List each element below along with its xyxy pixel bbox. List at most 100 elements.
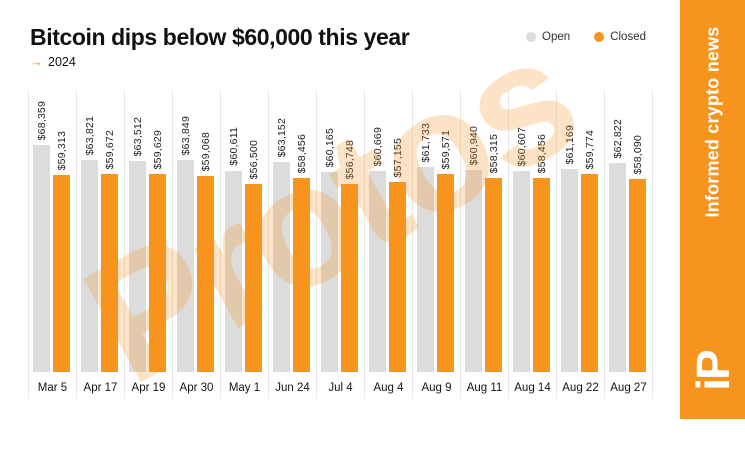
open-bar [609,163,626,372]
bar-group: $68,359 $59,313 Mar 5 [29,90,77,399]
closed-bar [389,182,406,372]
bar-group: $60,940 $58,315 Aug 11 [461,90,509,399]
x-axis-label: Aug 14 [514,382,551,394]
x-axis-label: Apr 17 [83,382,118,394]
open-bar [129,161,146,372]
bar-value-label: $58,456 [535,133,548,173]
bar-area: $60,165 $56,748 [317,90,364,372]
closed-bar [149,174,166,372]
bar-value-label: $60,669 [371,126,384,166]
bar-area: $60,611 $56,500 [221,90,268,372]
legend-label-open: Open [542,31,571,43]
bar-value-label: $60,940 [467,125,480,165]
bar-value-label: $58,456 [295,133,308,173]
x-axis-label: Aug 9 [421,382,452,394]
protos-logo: iP [686,351,739,391]
closed-bar [293,178,310,372]
bar-value-label: $59,313 [55,130,68,170]
open-bar [561,169,578,372]
closed-bar-value: $59,068 [197,132,214,171]
bar-group: $61,733 $59,571 Aug 9 [413,90,461,399]
bar-area: $63,849 $59,068 [173,90,220,372]
closed-bar [485,178,502,372]
bar-value-label: $56,748 [343,139,356,179]
open-bar-value: $68,359 [33,101,50,140]
closed-bar-value: $58,315 [485,134,502,173]
open-bar [33,145,50,372]
bar-group: $63,821 $59,672 Apr 17 [77,90,125,399]
bar-group: $60,165 $56,748 Jul 4 [317,90,365,399]
legend-label-closed: Closed [610,31,646,43]
bar-value-label: $61,733 [419,122,432,162]
brand-sidebar: Informed crypto news iP [680,0,745,419]
bar-value-label: $68,359 [35,100,48,140]
open-bar [417,167,434,372]
bar-area: $61,169 $59,774 [557,90,604,372]
bar-area: $60,607 $58,456 [509,90,556,372]
bar-chart: $68,359 $59,313 Mar 5 $63,821 $59,672 Apr 17 $… [28,90,653,399]
open-bar-value: $60,607 [513,127,530,166]
closed-bar-value: $59,313 [53,131,70,170]
bar-value-label: $58,090 [631,134,644,174]
x-axis-label: Jun 24 [275,382,310,394]
subtitle-year: 2024 [48,54,76,69]
open-bar [81,160,98,372]
bar-value-label: $59,571 [439,129,452,169]
closed-bar-value: $59,571 [437,130,454,169]
closed-bar-value: $56,500 [245,140,262,179]
open-bar-value: $63,152 [273,118,290,157]
bar-area: $61,733 $59,571 [413,90,460,372]
closed-bar [101,174,118,372]
bar-value-label: $63,821 [83,115,96,155]
open-bar-value: $61,733 [417,123,434,162]
closed-bar [437,174,454,372]
open-bar-value: $60,611 [225,127,242,166]
closed-legend-dot-icon [594,32,605,42]
open-bar [321,172,338,372]
bar-area: $68,359 $59,313 [29,90,76,372]
bar-value-label: $59,774 [583,129,596,169]
bar-value-label: $60,611 [227,127,240,166]
bar-area: $63,512 $59,629 [125,90,172,372]
bar-value-label: $63,152 [275,117,288,157]
x-axis-label: Mar 5 [37,382,68,394]
bar-value-label: $60,165 [323,127,336,167]
closed-bar-value: $58,456 [533,134,550,173]
open-bar [177,160,194,372]
closed-bar [629,179,646,372]
x-axis-label: May 1 [228,382,261,394]
legend-item-open: Open [526,31,570,43]
chart-title: Bitcoin dips below $60,000 this year [30,24,410,50]
closed-bar-value: $56,748 [341,140,358,179]
bar-value-label: $63,849 [179,115,192,155]
bar-value-label: $61,169 [563,124,576,164]
bar-value-label: $63,512 [131,116,144,156]
open-legend-dot-icon [526,32,537,42]
x-axis-label: Apr 19 [131,382,166,394]
closed-bar-value: $59,774 [581,130,598,169]
bar-area: $63,152 $58,456 [269,90,316,372]
bar-group: $63,512 $59,629 Apr 19 [125,90,173,399]
bar-group: $62,822 $58,090 Aug 27 [605,90,653,399]
open-bar-value: $61,169 [561,125,578,164]
x-axis-label: Aug 11 [466,382,503,394]
open-bar [513,171,530,372]
open-bar-value: $63,512 [129,117,146,156]
open-bar-value: $63,849 [177,116,194,155]
legend-item-closed: Closed [594,31,646,43]
open-bar-value: $60,165 [321,128,338,167]
bar-group: $60,611 $56,500 May 1 [221,90,269,399]
x-axis-label: Jul 4 [328,382,353,394]
open-bar [465,170,482,372]
arrow-icon: → [30,54,43,69]
bar-group: $60,607 $58,456 Aug 14 [509,90,557,399]
brand-tagline: Informed crypto news [702,26,722,218]
open-bar-value: $62,822 [609,119,626,158]
bar-area: $60,669 $57,155 [365,90,412,372]
bar-value-label: $57,155 [391,137,404,177]
x-axis-label: Aug 22 [562,382,599,394]
closed-bar-value: $59,629 [149,130,166,169]
bar-value-label: $60,607 [515,126,528,166]
closed-bar [53,175,70,372]
chart-subtitle: → 2024 [30,54,76,69]
